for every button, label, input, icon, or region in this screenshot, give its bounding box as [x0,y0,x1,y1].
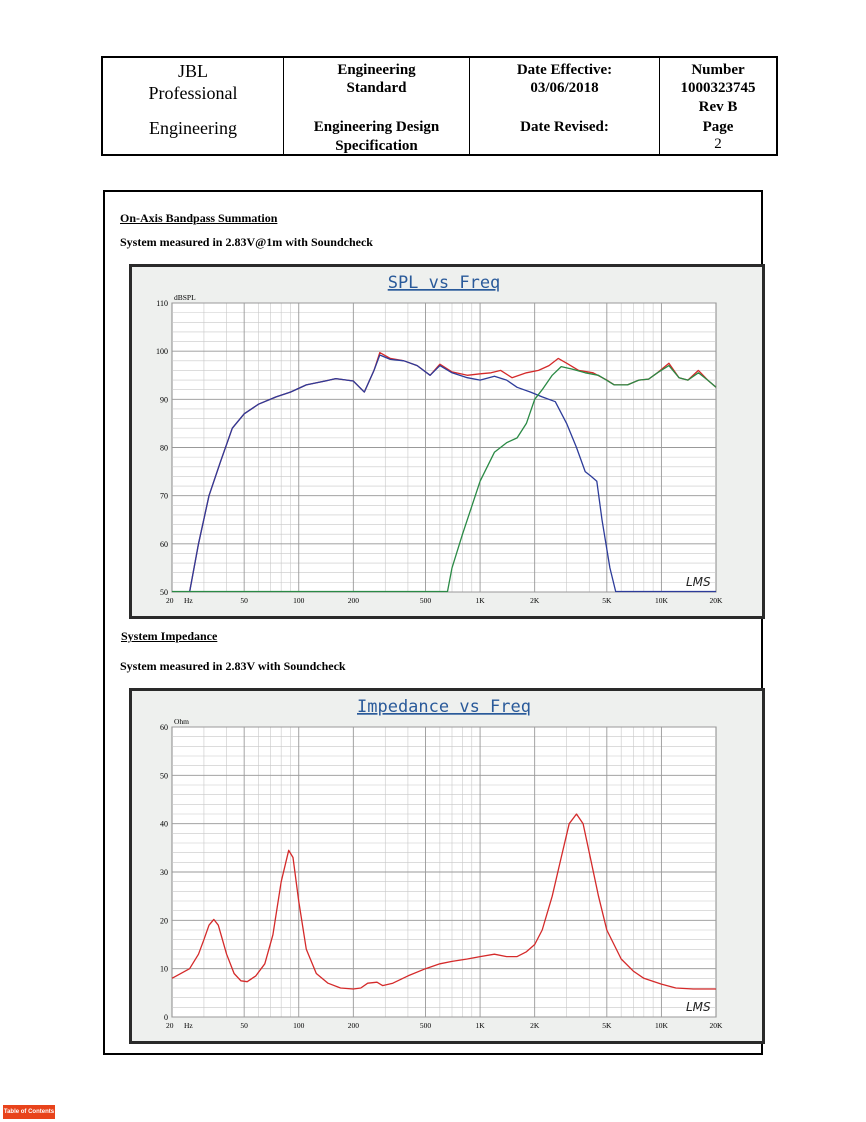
spl-chart: 50 60 70 80 90 100 110 20 50 100 200 500 1K 2K 5K 10K 20… [129,264,765,619]
x-tick-label: 100 [293,1021,305,1030]
number-label: Number [691,62,745,78]
date-effective-label: Date Effective: [516,62,613,78]
x-axis-unit: Hz [184,1021,193,1030]
y-tick-label: 100 [156,347,168,356]
date-cell: Date Effective: 03/06/2018 Date Revised: [470,58,660,154]
company-line1: JBL [177,61,208,81]
y-tick-label: 0 [164,1013,168,1022]
x-tick-label: 50 [240,1021,248,1030]
x-tick-label: 2K [530,596,540,605]
x-tick-label: 20K [710,1021,724,1030]
x-tick-label: 100 [293,596,305,605]
y-tick-label: 50 [160,588,168,597]
company-cell: JBL Professional Engineering [103,58,284,154]
chart-title: SPL vs Freq [388,273,501,293]
x-tick-label: 500 [420,1021,432,1030]
std-line2: Standard [346,80,407,96]
x-tick-label: 2K [530,1021,540,1030]
y-axis-unit: dBSPL [174,293,196,302]
impedance-section-heading: System Impedance [121,629,218,643]
header-table: JBL Professional Engineering Engineering… [101,56,778,156]
x-tick-label: 10K [655,1021,669,1030]
x-tick-label: 5K [602,596,612,605]
number-cell: Number 1000323745 Rev B Page 2 [660,58,776,154]
y-tick-label: 110 [156,299,168,308]
company-line2: Professional [148,83,238,103]
x-tick-label: 20 [166,596,174,605]
std-line1: Engineering [337,62,416,78]
impedance-chart-svg: 0 10 20 30 40 50 60 20 50 100 200 500 1K 2K 5K 10K 20K Hz… [129,688,765,1044]
spl-section-heading: On-Axis Bandpass Summation [120,211,278,225]
y-tick-label: 50 [160,771,168,780]
x-tick-label: 5K [602,1021,612,1030]
y-tick-label: 40 [160,820,168,829]
page-label: Page [702,119,734,135]
series-line-2 [446,364,717,593]
date-revised-label: Date Revised: [520,119,609,135]
x-tick-label: 1K [475,596,485,605]
table-of-contents-link[interactable]: Table of Contents [3,1105,55,1119]
y-tick-label: 30 [160,868,168,877]
y-tick-label: 90 [160,395,168,404]
x-tick-label: 500 [420,596,432,605]
lms-watermark: LMS [686,575,711,589]
revision: Rev B [698,99,738,115]
x-tick-label: 50 [240,596,248,605]
content-frame: On-Axis Bandpass Summation System measur… [103,190,765,1055]
y-tick-label: 70 [160,492,168,501]
standard-cell: Engineering Standard Engineering Design … [284,58,470,154]
spl-section-subheading: System measured in 2.83V@1m with Soundch… [120,235,373,249]
spec-line1: Engineering Design [313,119,440,135]
x-axis-unit: Hz [184,596,193,605]
y-tick-label: 60 [160,540,168,549]
x-tick-label: 20 [166,1021,174,1030]
page-number: 2 [714,136,722,152]
y-tick-label: 60 [160,723,168,732]
chart-title: Impedance vs Freq [357,697,531,717]
series-line-1 [188,354,617,593]
x-tick-label: 10K [655,596,669,605]
company-line3: Engineering [149,118,237,138]
y-axis-unit: Ohm [174,717,189,726]
impedance-section-subheading: System measured in 2.83V with Soundcheck [120,659,346,673]
spec-line2: Specification [335,138,418,154]
y-tick-label: 20 [160,916,168,925]
x-tick-label: 200 [348,596,360,605]
date-effective-value: 03/06/2018 [530,80,599,96]
x-tick-label: 20K [710,596,724,605]
series-line-0 [171,813,716,990]
y-tick-label: 80 [160,444,168,453]
lms-watermark: LMS [686,1000,711,1014]
y-tick-label: 10 [160,965,168,974]
x-tick-label: 1K [475,1021,485,1030]
number-value: 1000323745 [680,80,756,96]
x-tick-label: 200 [348,1021,360,1030]
impedance-chart: 0 10 20 30 40 50 60 20 50 100 200 500 1K 2K 5K 10K 20K Hz… [129,688,765,1044]
